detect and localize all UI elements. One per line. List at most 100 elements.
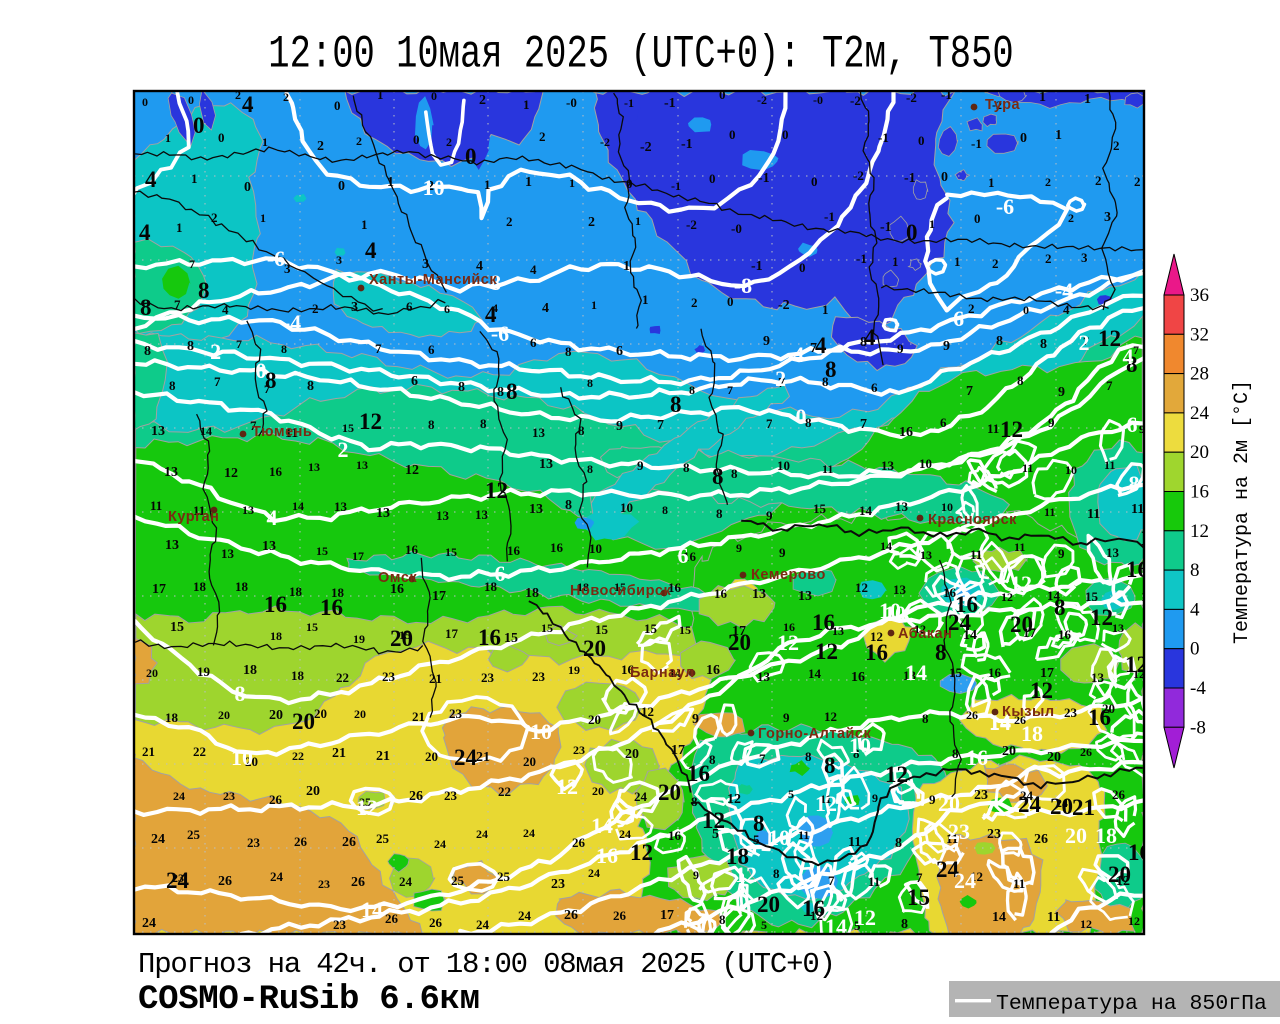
svg-text:14: 14 [361,897,383,922]
svg-text:14: 14 [591,813,613,838]
svg-text:17: 17 [432,589,446,604]
svg-text:7: 7 [916,870,923,885]
svg-text:20: 20 [1108,862,1131,887]
svg-text:0: 0 [811,174,818,189]
svg-text:26: 26 [572,835,586,850]
svg-text:8: 8 [716,506,723,521]
svg-text:22: 22 [193,744,206,759]
svg-text:7: 7 [214,374,221,389]
svg-text:1: 1 [1039,90,1046,105]
svg-text:17: 17 [352,549,364,563]
svg-text:26: 26 [385,911,399,926]
svg-text:8: 8 [691,794,698,809]
svg-text:13: 13 [798,589,812,604]
svg-text:21: 21 [332,746,346,761]
svg-text:18: 18 [235,579,249,594]
svg-text:13: 13 [475,507,489,522]
svg-text:20: 20 [1102,701,1115,716]
svg-text:-2: -2 [778,298,790,313]
svg-text:24: 24 [399,874,413,889]
svg-text:2: 2 [1079,330,1090,355]
svg-text:5: 5 [854,918,861,933]
svg-text:Температура на 850гПа: Температура на 850гПа [996,992,1267,1016]
svg-text:9: 9 [1048,415,1055,430]
svg-text:7: 7 [966,384,973,399]
svg-text:23: 23 [333,917,347,932]
svg-text:8: 8 [822,374,829,389]
svg-text:-4: -4 [786,342,804,367]
svg-text:23: 23 [974,788,988,803]
svg-text:24: 24 [948,610,972,635]
svg-text:9: 9 [783,710,790,725]
svg-text:12: 12 [1080,917,1092,931]
svg-text:Абакан: Абакан [898,626,952,642]
svg-text:16: 16 [668,580,682,595]
svg-text:20: 20 [938,791,960,816]
svg-text:25: 25 [359,795,371,809]
svg-text:2: 2 [427,179,434,194]
svg-text:25: 25 [376,831,390,846]
svg-text:4: 4 [864,325,876,350]
svg-text:8: 8 [1017,373,1024,388]
svg-text:23: 23 [172,871,184,885]
svg-text:13: 13 [242,503,254,517]
svg-text:1: 1 [523,97,530,112]
svg-text:4: 4 [530,262,537,277]
svg-text:12: 12 [727,792,741,807]
svg-text:16: 16 [851,670,865,685]
svg-text:9: 9 [763,334,770,349]
svg-text:15: 15 [504,631,518,646]
svg-text:-6: -6 [996,194,1014,219]
svg-text:23: 23 [223,789,235,803]
svg-text:4: 4 [222,302,229,317]
svg-text:1: 1 [525,175,532,190]
svg-text:15: 15 [907,885,930,910]
svg-text:9: 9 [1058,385,1065,400]
svg-text:-2: -2 [757,93,767,107]
svg-text:-0: -0 [566,95,577,110]
svg-text:20: 20 [583,636,606,661]
svg-text:3: 3 [284,261,291,276]
svg-text:11: 11 [285,426,298,441]
svg-text:9: 9 [766,508,773,523]
svg-text:7: 7 [657,418,664,433]
svg-text:5: 5 [788,787,794,801]
svg-text:22: 22 [292,749,304,763]
svg-text:2: 2 [1134,174,1141,189]
svg-text:13: 13 [308,460,320,474]
svg-text:2: 2 [588,215,595,230]
svg-text:21: 21 [376,749,390,764]
svg-text:2: 2 [1113,138,1120,153]
svg-text:16: 16 [269,464,283,479]
svg-text:9: 9 [929,792,936,807]
svg-text:Ханты-Мансийск: Ханты-Мансийск [369,272,497,288]
svg-text:12: 12 [1125,652,1148,677]
svg-text:28: 28 [1190,364,1209,385]
svg-text:23: 23 [987,827,1001,842]
svg-text:11: 11 [1087,507,1100,522]
svg-text:-2: -2 [640,140,652,155]
svg-text:-2: -2 [203,339,221,364]
svg-text:11: 11 [822,462,833,476]
svg-text:24: 24 [634,789,648,804]
svg-text:12: 12 [777,630,799,655]
svg-text:1: 1 [262,135,268,149]
svg-text:20: 20 [354,707,366,721]
svg-text:11: 11 [820,792,831,806]
svg-text:0: 0 [413,132,420,147]
svg-text:14: 14 [200,424,212,438]
svg-text:16: 16 [943,585,957,600]
svg-text:10: 10 [879,598,901,623]
svg-text:Горно-Алтайск: Горно-Алтайск [758,726,871,742]
svg-text:0: 0 [1023,303,1029,317]
svg-text:7: 7 [828,873,835,888]
svg-text:11: 11 [1104,458,1115,472]
svg-text:12:00 10мая 2025 (UTC+0): Т2м,: 12:00 10мая 2025 (UTC+0): Т2м, Т850 [268,30,1013,82]
svg-text:5: 5 [753,832,760,847]
svg-text:Курган: Курган [168,509,219,525]
svg-text:16: 16 [1128,840,1151,865]
svg-text:12: 12 [1010,571,1032,596]
svg-text:15: 15 [813,501,827,516]
svg-text:10: 10 [884,601,906,626]
svg-text:-8: -8 [483,270,501,295]
